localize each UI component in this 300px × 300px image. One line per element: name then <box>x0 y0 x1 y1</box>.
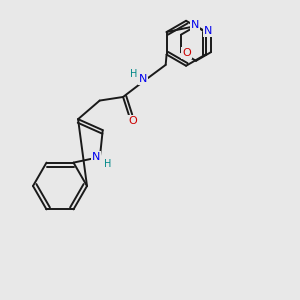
Text: N: N <box>191 20 200 30</box>
Text: N: N <box>92 152 100 162</box>
Text: H: H <box>130 69 137 79</box>
Text: O: O <box>128 116 137 126</box>
Text: N: N <box>204 26 213 36</box>
Text: N: N <box>139 74 147 84</box>
Text: H: H <box>104 159 111 169</box>
Text: O: O <box>182 48 191 58</box>
